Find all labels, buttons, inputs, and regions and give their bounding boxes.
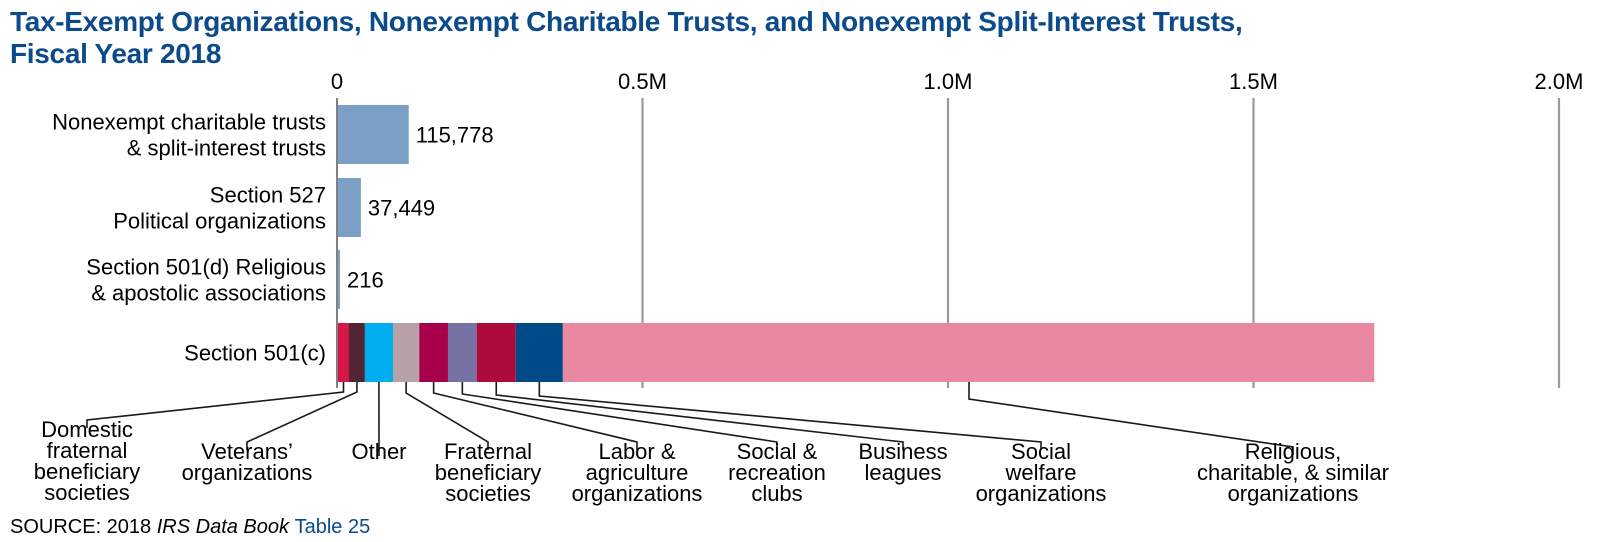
segment-label: Business xyxy=(858,439,947,464)
x-tick-label: 1.5M xyxy=(1229,69,1278,94)
category-label: Section 527 xyxy=(210,183,326,208)
bars xyxy=(338,105,1375,382)
bar-segment xyxy=(447,323,477,382)
leader-line xyxy=(86,382,345,428)
value-label: 216 xyxy=(347,268,384,293)
segment-label: societies xyxy=(445,481,531,506)
segment-label: leagues xyxy=(864,460,941,485)
segment-label: Fraternal xyxy=(444,439,532,464)
leader-line xyxy=(246,382,358,450)
segment-label: Other xyxy=(351,439,406,464)
x-tick-label: 1.0M xyxy=(924,69,973,94)
source-prefix: SOURCE: 2018 xyxy=(10,516,157,538)
segment-label: Social xyxy=(1011,439,1071,464)
source-table-link[interactable]: Table 25 xyxy=(294,516,371,538)
chart-title: Tax-Exempt Organizations, Nonexempt Char… xyxy=(10,6,1570,70)
x-tick-label: 0.5M xyxy=(618,69,667,94)
segment-label: recreation xyxy=(728,460,826,485)
leader-line xyxy=(461,382,778,450)
chart-title-line-2: Fiscal Year 2018 xyxy=(10,38,222,69)
bar-segment xyxy=(348,323,365,382)
value-label: 115,778 xyxy=(416,123,494,148)
bar-segment xyxy=(515,323,563,382)
leader-line xyxy=(538,382,1042,450)
value-label: 37,449 xyxy=(368,196,435,221)
segment-label: beneficiary xyxy=(34,459,140,484)
category-label: Section 501(c) xyxy=(184,341,326,366)
category-labels: Nonexempt charitable trusts& split-inter… xyxy=(52,110,326,366)
leader-line xyxy=(432,382,638,450)
category-label: Section 501(d) Religious xyxy=(86,255,326,280)
leader-lines xyxy=(86,382,1294,456)
bar xyxy=(338,105,409,164)
chart-title-line-1: Tax-Exempt Organizations, Nonexempt Char… xyxy=(10,6,1243,37)
leader-line xyxy=(405,382,489,450)
category-label: & apostolic associations xyxy=(91,281,326,306)
segment-label: beneficiary xyxy=(435,460,541,485)
segment-label: Religious, xyxy=(1245,439,1342,464)
x-axis-ticks: 0 0.5M 1.0M 1.5M 2.0M xyxy=(331,69,1584,94)
bar-segment xyxy=(562,323,1375,382)
segment-label: Veterans’ xyxy=(201,439,293,464)
bar-segment xyxy=(476,323,516,382)
segment-label: organizations xyxy=(572,481,703,506)
category-label: Political organizations xyxy=(113,209,326,234)
leader-line xyxy=(968,382,1294,455)
x-tick-label: 2.0M xyxy=(1535,69,1584,94)
segment-label: organizations xyxy=(976,481,1107,506)
segment-label: agriculture xyxy=(586,460,689,485)
category-label: Nonexempt charitable trusts xyxy=(52,110,326,135)
x-tick-label: 0 xyxy=(331,69,343,94)
segment-label: societies xyxy=(44,480,130,505)
category-label: & split-interest trusts xyxy=(127,136,326,161)
bar xyxy=(338,178,361,237)
segment-label: Social & xyxy=(737,439,818,464)
leader-line xyxy=(495,382,904,450)
segment-label: welfare xyxy=(1005,460,1077,485)
segment-label: Domestic xyxy=(41,417,133,442)
segment-label: charitable, & similar xyxy=(1197,460,1389,485)
segment-label: Labor & xyxy=(598,439,675,464)
bar-segment xyxy=(419,323,448,382)
segment-labels: DomesticfraternalbeneficiarysocietiesVet… xyxy=(34,417,1389,506)
source-publication: IRS Data Book xyxy=(156,516,290,538)
bar xyxy=(338,250,340,309)
segment-label: fraternal xyxy=(47,438,128,463)
segment-label: organizations xyxy=(182,460,313,485)
bar-segment xyxy=(338,323,349,382)
segment-label: clubs xyxy=(751,481,802,506)
segment-label: organizations xyxy=(1228,481,1359,506)
value-labels: 115,778 37,449 216 xyxy=(347,123,494,293)
bar-segment xyxy=(364,323,393,382)
bar-segment xyxy=(392,323,420,382)
source-note: SOURCE: 2018 IRS Data Book Table 25 xyxy=(10,516,370,538)
